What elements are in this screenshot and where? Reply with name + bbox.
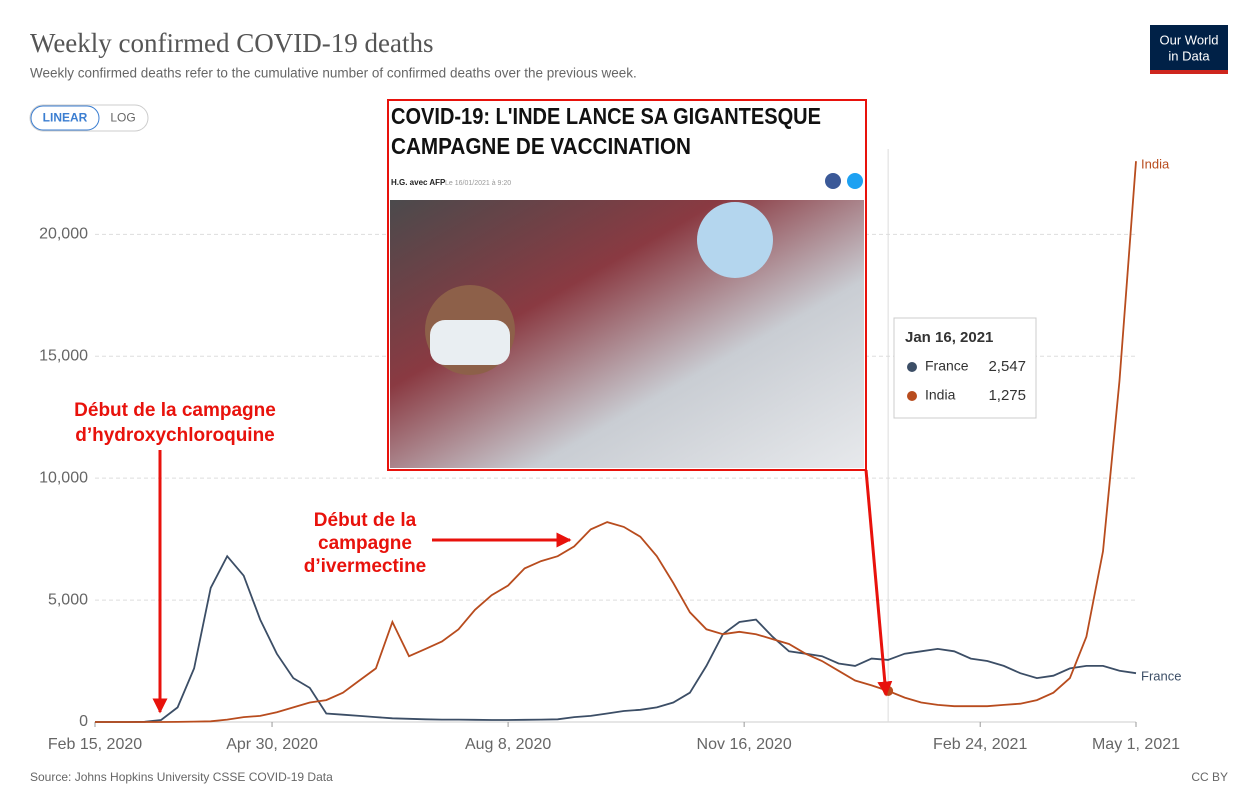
annotations: Début de la campagne d’hydroxychloroquin… (74, 400, 893, 714)
log-button[interactable]: LOG (110, 111, 135, 125)
series-line (95, 554, 1137, 723)
photo-mask (430, 320, 510, 365)
logo-bar (1150, 70, 1228, 74)
toggle-active[interactable] (30, 105, 100, 131)
tooltip-date: Jan 16, 2021 (905, 329, 993, 346)
annotation-arrow (864, 469, 893, 697)
chart-title: Weekly confirmed COVID-19 deaths (30, 28, 433, 58)
x-tick-label: May 1, 2021 (1092, 736, 1180, 753)
series-line (95, 161, 1137, 723)
tooltip: Jan 16, 2021 France 2,547 India 1,275 (893, 317, 1037, 419)
y-tick-label: 5,000 (48, 591, 88, 608)
y-tick-label: 20,000 (39, 226, 88, 243)
x-tick-label: Feb 15, 2020 (48, 736, 142, 753)
source: Source: Johns Hopkins University CSSE CO… (30, 770, 333, 784)
news-headline: COVID-19: L'INDE LANCE SA GIGANTESQUE (391, 103, 821, 129)
x-tick-label: Feb 24, 2021 (933, 736, 1027, 753)
logo-text: Our World (1160, 32, 1219, 47)
x-tick-label: Aug 8, 2020 (465, 736, 551, 753)
y-tick-label: 15,000 (39, 347, 88, 364)
x-tick-label: Apr 30, 2020 (226, 736, 318, 753)
tooltip-value: 1,275 (988, 387, 1026, 404)
tooltip-swatch (907, 391, 917, 401)
chart-subtitle: Weekly confirmed deaths refer to the cum… (30, 66, 637, 81)
scale-toggle: LINEAR LOG (29, 104, 149, 132)
tooltip-swatch (907, 362, 917, 372)
photo-cap (697, 202, 773, 278)
twitter-icon[interactable] (847, 173, 863, 189)
y-tick-label: 10,000 (39, 469, 88, 486)
logo-box (1150, 25, 1228, 71)
tooltip-value: 2,547 (988, 358, 1026, 375)
news-date: Le 16/01/2021 à 9:20 (445, 180, 511, 187)
annotation-text: Début de la (314, 510, 417, 531)
annotation-text: d’hydroxychloroquine (75, 425, 275, 446)
facebook-icon[interactable] (825, 173, 841, 189)
annotation-text: d’ivermectine (304, 556, 427, 577)
series-label: France (1141, 669, 1181, 684)
logo: Our World in Data (1150, 25, 1228, 74)
tooltip-series: India (925, 387, 956, 403)
tooltip-box (893, 317, 1037, 419)
news-byline: H.G. avec AFP (391, 178, 446, 187)
news-overlay: COVID-19: L'INDE LANCE SA GIGANTESQUE CA… (387, 99, 867, 471)
annotation-text: Début de la campagne (74, 400, 276, 421)
series-label: India (1141, 157, 1170, 172)
logo-text: in Data (1168, 48, 1210, 63)
linear-button[interactable]: LINEAR (43, 111, 88, 125)
annotation-text: campagne (318, 533, 412, 554)
x-tick-label: Nov 16, 2020 (697, 736, 792, 753)
license: CC BY (1191, 770, 1228, 784)
tooltip-series: France (925, 358, 969, 374)
y-tick-label: 0 (79, 713, 88, 730)
news-headline: CAMPAGNE DE VACCINATION (391, 133, 691, 159)
